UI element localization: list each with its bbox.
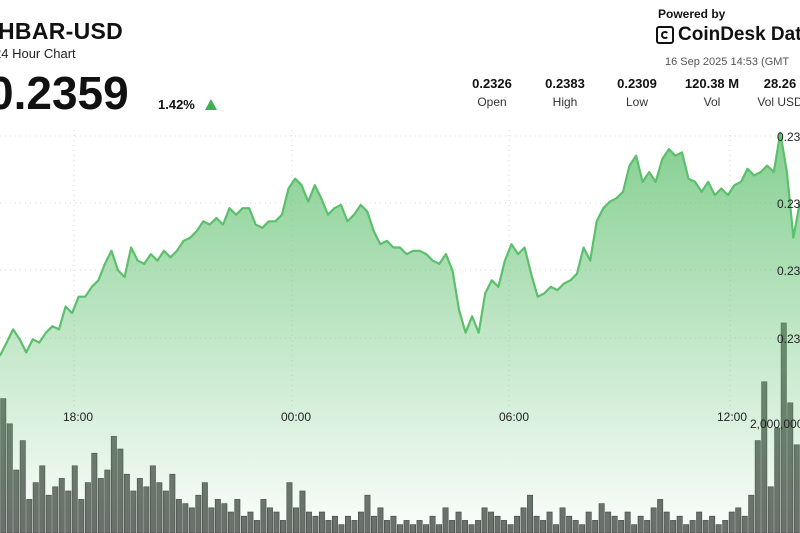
stat-low: 0.2309 Low bbox=[597, 76, 677, 109]
stat-value: 120.38 M bbox=[684, 76, 740, 91]
stat-open: 0.2326 Open bbox=[452, 76, 532, 109]
price-change: 1.42% bbox=[158, 97, 195, 112]
y-tick-label: 0.23 bbox=[777, 197, 800, 211]
x-tick-label: 12:00 bbox=[717, 410, 747, 424]
stat-label: Vol USD bbox=[757, 95, 800, 109]
x-axis-ticks: 18:00 00:00 06:00 12:00 bbox=[63, 410, 747, 424]
stat-high: 0.2383 High bbox=[525, 76, 605, 109]
stat-value: 0.2383 bbox=[545, 76, 585, 91]
stat-value: 28.26 bbox=[763, 76, 797, 91]
stat-vol: 120.38 M Vol bbox=[672, 76, 752, 109]
y-tick-label: 0.23 bbox=[777, 264, 800, 278]
x-tick-label: 06:00 bbox=[499, 410, 529, 424]
stat-label: High bbox=[552, 95, 578, 109]
brand-name: CoinDesk Data bbox=[678, 24, 800, 45]
stat-vol-usd: 28.26 Vol USD bbox=[740, 76, 800, 109]
y-tick-label: 0.23 bbox=[777, 332, 800, 346]
stat-value: 0.2309 bbox=[617, 76, 657, 91]
current-price: 0.2359 bbox=[0, 67, 129, 119]
x-tick-label: 18:00 bbox=[63, 410, 93, 424]
stat-value: 0.2326 bbox=[472, 76, 512, 91]
x-tick-label: 00:00 bbox=[281, 410, 311, 424]
y-axis-ticks: 0.23 0.23 0.23 0.23 bbox=[777, 130, 800, 346]
coindesk-logo-icon bbox=[656, 26, 674, 44]
up-arrow-icon bbox=[205, 99, 217, 110]
chart-subtitle: 24 Hour Chart bbox=[0, 46, 76, 61]
pair-title: HBAR-USD bbox=[0, 18, 124, 44]
stat-label: Vol bbox=[703, 95, 721, 109]
powered-by-label: Powered by bbox=[658, 7, 726, 21]
y-tick-label: 0.23 bbox=[777, 130, 800, 144]
timestamp: 16 Sep 2025 14:53 (GMT bbox=[665, 56, 790, 68]
price-line bbox=[0, 131, 800, 357]
stat-label: Open bbox=[477, 95, 507, 109]
stat-label: Low bbox=[625, 95, 648, 109]
brand-logo: CoinDesk Data bbox=[656, 24, 800, 46]
volume-tick-label: 2,000,000 bbox=[750, 417, 800, 431]
price-area bbox=[0, 132, 800, 533]
